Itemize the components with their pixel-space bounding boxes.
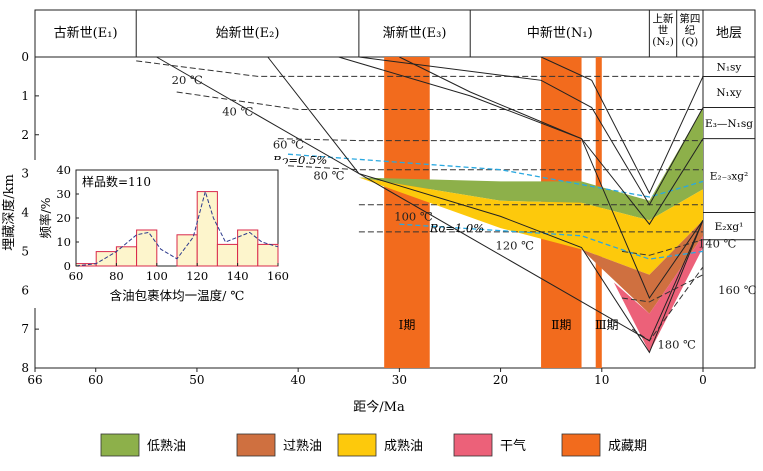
- isotherm-label: 160 ℃: [718, 283, 757, 297]
- inset-y-tick-label: 20: [56, 211, 71, 225]
- strata-label: N₁xy: [716, 87, 741, 99]
- isotherm-label: 100 ℃: [394, 209, 433, 223]
- y-axis-title: 埋藏深度/km: [1, 174, 17, 251]
- histogram-bar: [115, 246, 138, 267]
- inset-x-tick-label: 160: [267, 269, 289, 283]
- legend-swatch: [100, 433, 140, 457]
- zone-mature-oil: [358, 177, 703, 275]
- legend-label: 过熟油: [283, 438, 322, 454]
- epoch-label: 古新世(E₁): [54, 25, 118, 41]
- x-tick-label: 50: [189, 373, 204, 387]
- y-tick-label: 0: [21, 50, 29, 64]
- ro-line: [287, 153, 704, 198]
- isotherm-label: 20 ℃: [172, 73, 203, 87]
- legend-swatch: [337, 433, 377, 457]
- charging-period-label: Ⅲ期: [595, 318, 619, 332]
- burial-line: [399, 56, 704, 226]
- histogram-bar: [136, 229, 158, 267]
- y-tick-label: 5: [21, 244, 29, 258]
- strata-label: E₃—N₁sg: [705, 118, 753, 130]
- y-tick-label: 4: [21, 206, 29, 220]
- isotherm-label: 180 ℃: [657, 338, 696, 352]
- epoch-label: 上新世(N₂): [652, 12, 674, 48]
- legend-swatch: [236, 433, 276, 457]
- strata-label: E₂₋₃xg²: [710, 171, 748, 183]
- inset-x-tick-label: 100: [146, 269, 168, 283]
- y-tick-label: 6: [21, 283, 29, 297]
- charging-period-label: Ⅰ期: [399, 318, 416, 332]
- inset-x-tick-label: 60: [69, 269, 84, 283]
- legend-swatch: [561, 433, 601, 457]
- inset-y-tick-label: 40: [56, 163, 71, 177]
- histogram-bar: [257, 243, 279, 267]
- histogram-bar: [176, 234, 198, 267]
- inset-y-tick-label: 0: [64, 259, 71, 273]
- zone-low-mature-oil: [358, 107, 703, 221]
- inset-y-tick-label: 30: [56, 187, 71, 201]
- histogram-bar: [237, 229, 259, 267]
- histogram-curve: [75, 189, 279, 267]
- header-band: [34, 9, 756, 58]
- isotherm-line: [176, 91, 703, 110]
- strata-label: E₂xg¹: [715, 221, 744, 233]
- y-tick-label: 3: [21, 167, 29, 181]
- legend-label: 干气: [500, 438, 526, 454]
- inset-x-tick-label: 140: [227, 269, 249, 283]
- zone-dry-gas: [613, 235, 703, 353]
- y-tick-label: 1: [21, 89, 29, 103]
- ro-label: Ro=0.5%: [272, 153, 328, 167]
- x-axis-title: 距今/Ma: [353, 399, 405, 415]
- isotherm-line: [136, 60, 703, 77]
- inset-x-axis-title: 含油包裹体均一温度/ ℃: [110, 288, 245, 303]
- legend-swatch: [453, 433, 493, 457]
- charging-period-bar: [384, 57, 430, 368]
- inset-x-tick-label: 120: [186, 269, 208, 283]
- charging-period-label: Ⅱ期: [551, 318, 571, 332]
- x-tick-label: 0: [699, 373, 707, 387]
- x-tick-label: 60: [88, 373, 103, 387]
- histogram-bar: [196, 191, 218, 267]
- y-tick-label: 7: [21, 322, 29, 336]
- histogram-bar: [216, 243, 239, 267]
- inset-x-tick-label: 80: [109, 269, 124, 283]
- x-tick-label: 30: [392, 373, 407, 387]
- x-tick-label: 20: [493, 373, 508, 387]
- x-tick-label: 66: [27, 373, 42, 387]
- histogram-bar: [95, 251, 117, 267]
- isotherm-label: 40 ℃: [222, 104, 253, 118]
- burial-line: [267, 56, 704, 354]
- x-tick-label: 10: [594, 373, 609, 387]
- x-tick-label: 40: [291, 373, 306, 387]
- epoch-label: 渐新世(E₃): [383, 25, 447, 41]
- legend-label: 成藏期: [608, 439, 647, 454]
- burial-line: [540, 56, 704, 195]
- y-tick-label: 2: [21, 128, 29, 142]
- inset-y-tick-label: 10: [56, 235, 71, 249]
- burial-line: [156, 56, 704, 342]
- inset-y-axis-title: 频率/%: [38, 197, 53, 238]
- isotherm-line: [621, 274, 704, 303]
- isotherm-label: 120 ℃: [496, 238, 535, 252]
- burial-line: [358, 56, 704, 206]
- inset-title: 样品数=110: [82, 174, 151, 189]
- ro-line: [399, 223, 704, 260]
- legend-label: 成熟油: [384, 438, 423, 454]
- zone-overmature-oil: [581, 220, 703, 314]
- legend-label: 低熟油: [147, 438, 186, 454]
- isotherm-label: 140 ℃: [698, 236, 737, 250]
- ro-label: Ro=1.0%: [429, 221, 485, 235]
- epoch-label: 第四纪(Q): [679, 12, 700, 48]
- strata-header: 地层: [716, 26, 742, 41]
- isotherm-label: 60 ℃: [273, 137, 304, 151]
- isotherm-line: [277, 138, 703, 142]
- y-tick-label: 8: [21, 361, 29, 375]
- isotherm-label: 80 ℃: [313, 168, 344, 182]
- strata-label: N₁sy: [717, 62, 742, 74]
- epoch-label: 始新世(E₂): [216, 25, 280, 41]
- epoch-label: 中新世(N₁): [527, 25, 593, 41]
